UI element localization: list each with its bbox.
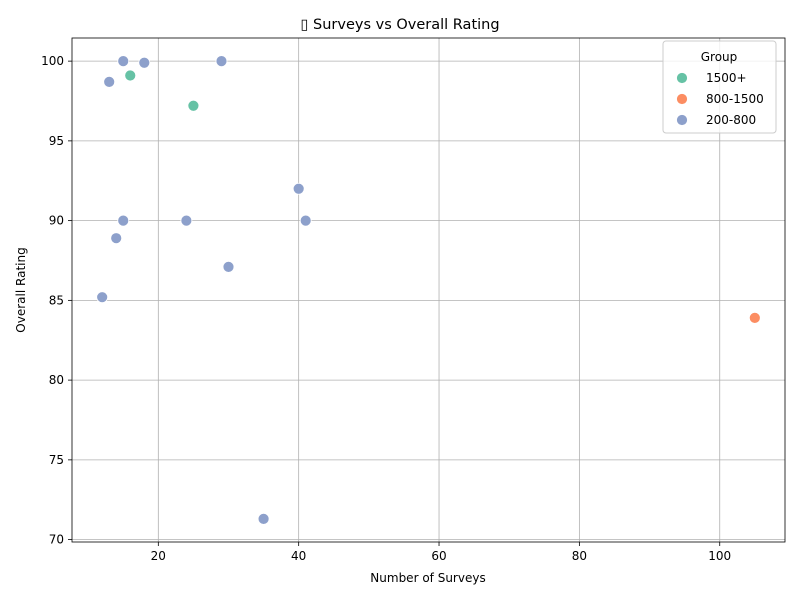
legend-marker bbox=[676, 114, 688, 126]
data-point bbox=[103, 75, 116, 88]
x-tick-label: 60 bbox=[431, 549, 446, 563]
y-tick-label: 85 bbox=[49, 293, 64, 307]
chart-title: ▯ Surveys vs Overall Rating bbox=[300, 17, 499, 33]
plot-frame bbox=[71, 37, 786, 543]
legend-frame bbox=[662, 40, 777, 134]
data-point bbox=[138, 56, 151, 69]
y-tick-label: 80 bbox=[49, 373, 64, 387]
y-tick-label: 70 bbox=[49, 533, 64, 547]
data-point bbox=[299, 214, 312, 227]
data-point bbox=[96, 291, 109, 304]
data-point bbox=[257, 512, 270, 525]
data-point bbox=[110, 232, 123, 245]
y-tick-label: 100 bbox=[41, 54, 64, 68]
legend-marker bbox=[676, 72, 688, 84]
data-point bbox=[222, 260, 235, 273]
axes: 20 40 60 80 100 70 75 80 85 90 95 100 bbox=[41, 37, 786, 563]
y-tick-label: 75 bbox=[49, 453, 64, 467]
x-axis-label: Number of Surveys bbox=[370, 571, 485, 585]
data-point bbox=[187, 99, 200, 112]
data-point bbox=[180, 214, 193, 227]
data-point bbox=[117, 214, 130, 227]
y-tick-label: 95 bbox=[49, 134, 64, 148]
x-tick-label: 80 bbox=[572, 549, 587, 563]
grid bbox=[72, 38, 785, 542]
data-point bbox=[124, 69, 137, 82]
data-point bbox=[215, 55, 228, 68]
y-axis-label: Overall Rating bbox=[14, 247, 28, 332]
legend-entry: 800-1500 bbox=[706, 92, 764, 106]
legend-marker bbox=[676, 93, 688, 105]
legend-entry: 1500+ bbox=[706, 71, 747, 85]
data-point bbox=[292, 182, 305, 195]
data-points bbox=[96, 55, 761, 525]
y-tick-label: 90 bbox=[49, 214, 64, 228]
x-tick-label: 40 bbox=[291, 549, 306, 563]
x-tick-label: 20 bbox=[151, 549, 166, 563]
legend-title: Group bbox=[701, 50, 738, 64]
x-tick-label: 100 bbox=[708, 549, 731, 563]
data-point bbox=[748, 312, 761, 324]
data-point bbox=[117, 55, 130, 68]
legend-entry: 200-800 bbox=[706, 113, 756, 127]
legend: Group 1500+ 800-1500 200-800 bbox=[662, 40, 777, 134]
